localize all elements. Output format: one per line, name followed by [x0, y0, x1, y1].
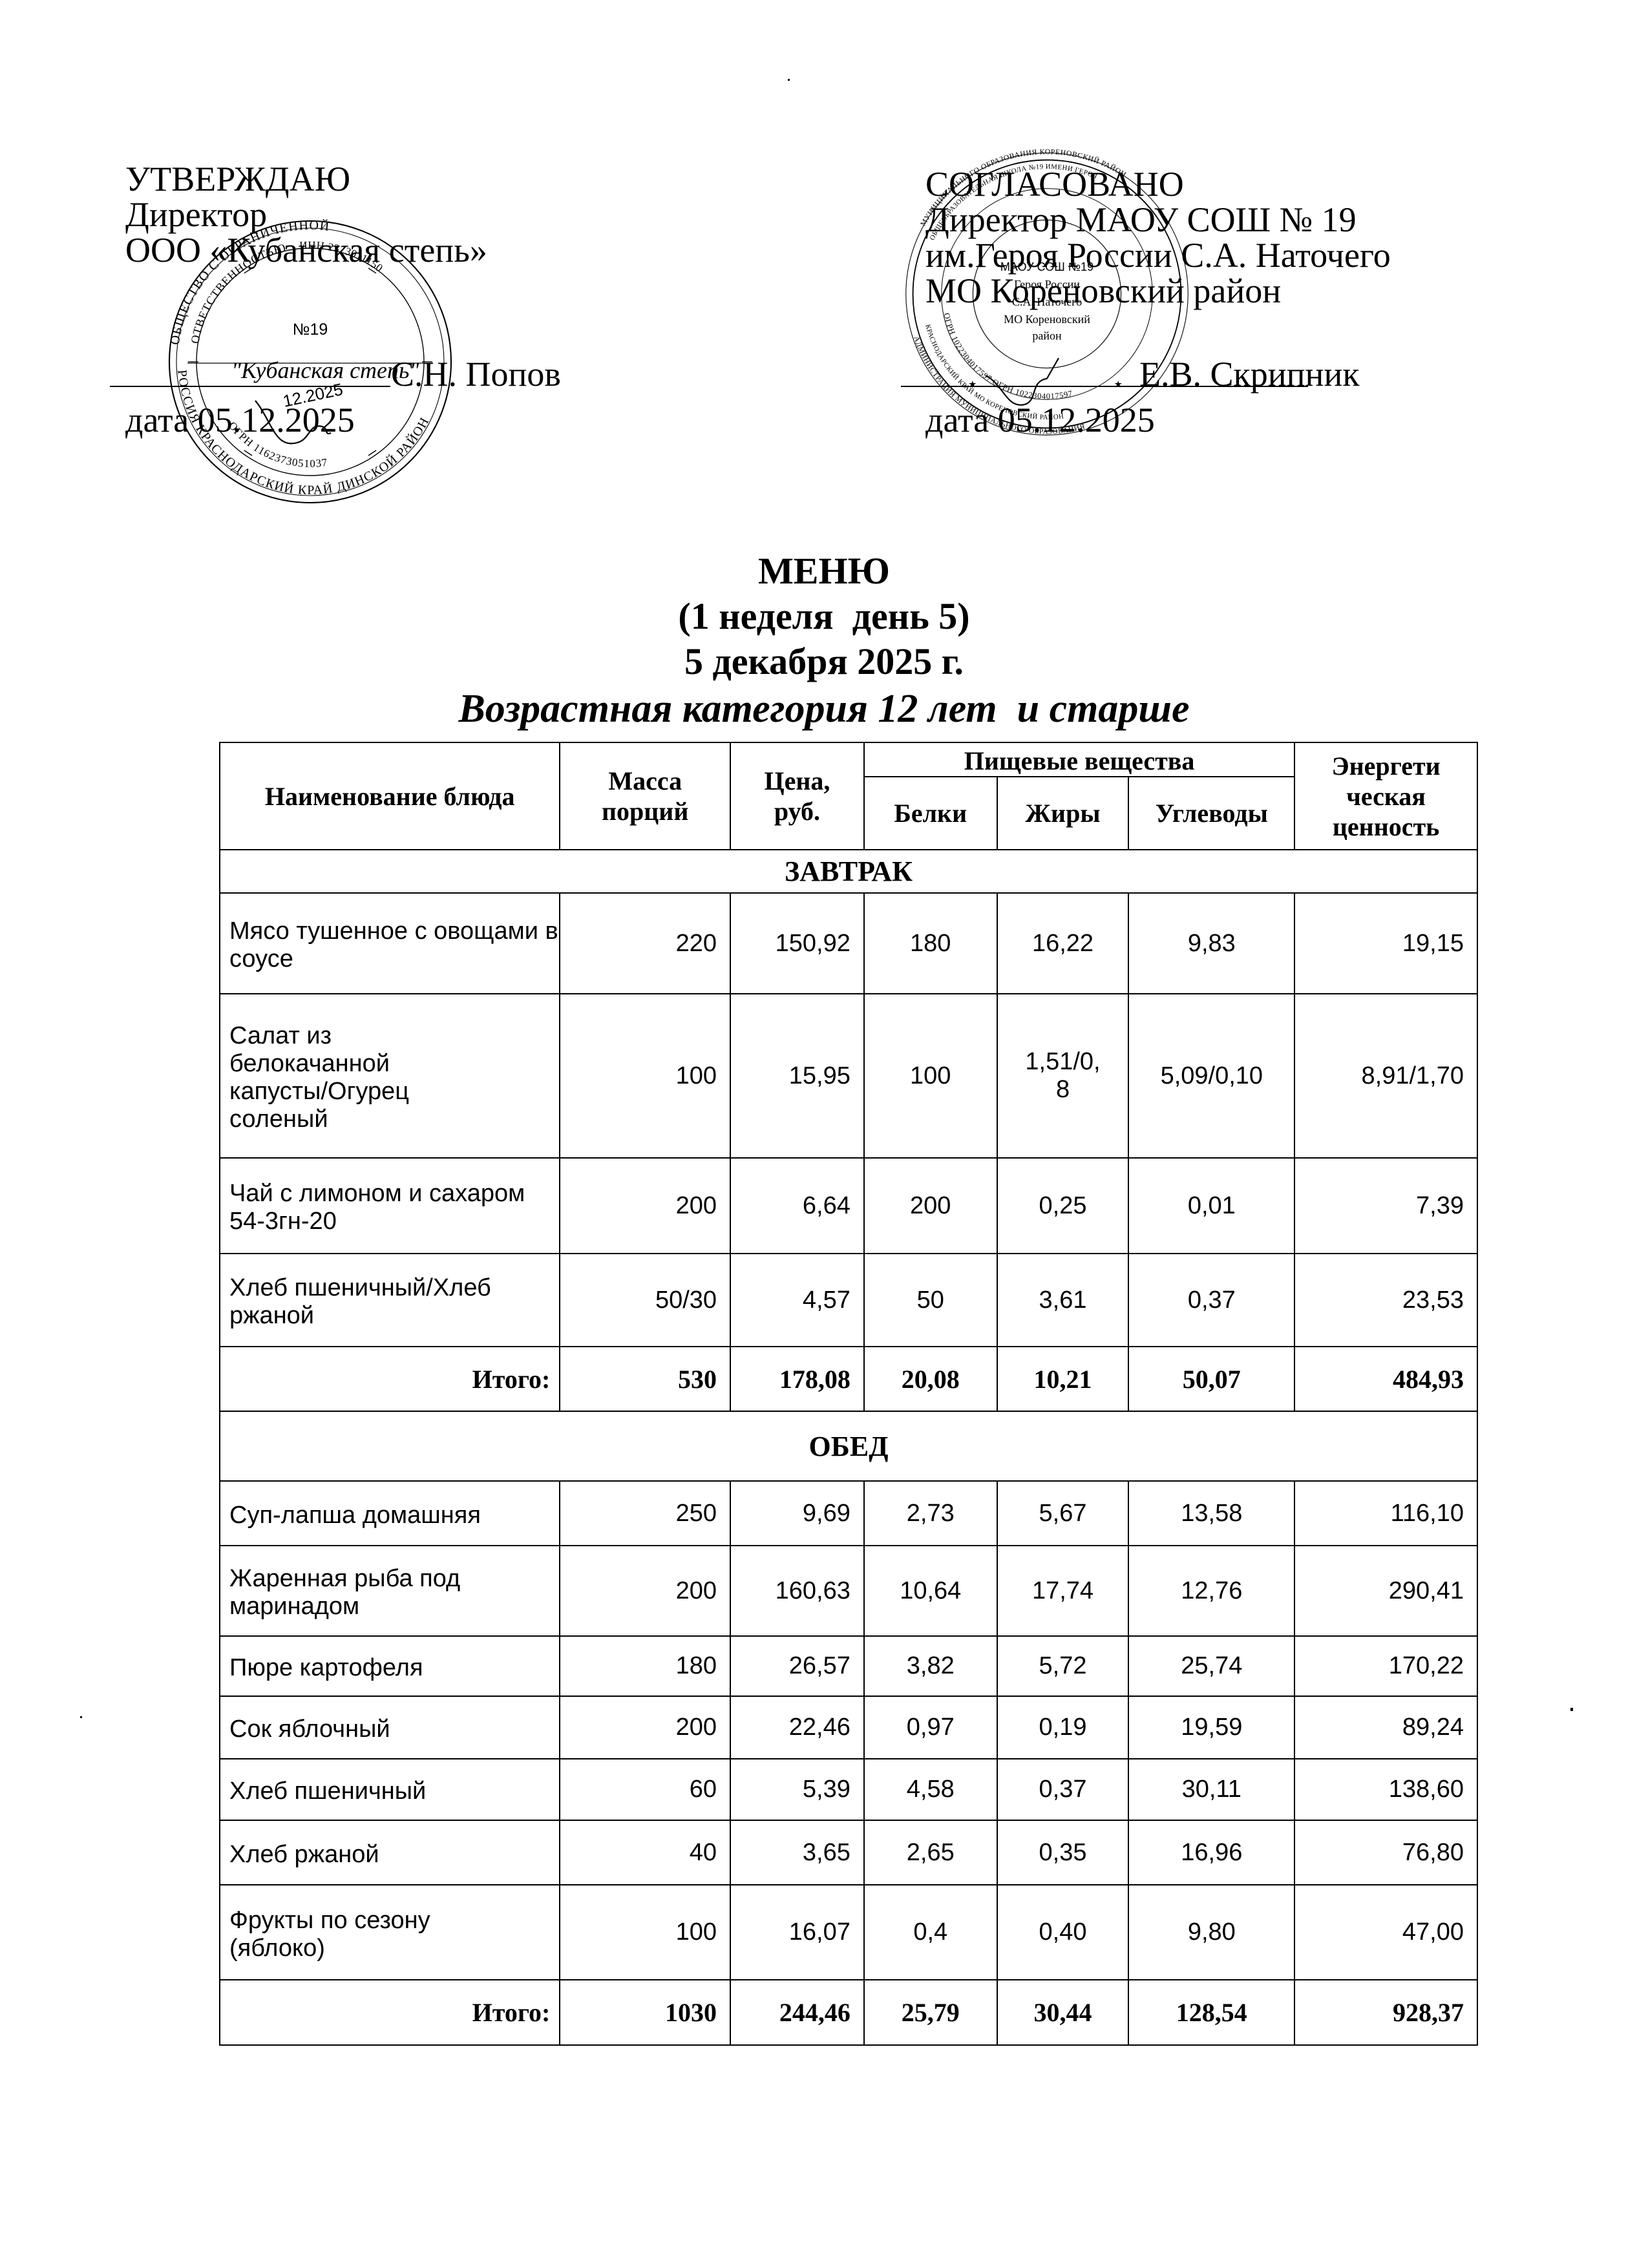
svg-text:район: район — [1032, 329, 1062, 342]
svg-text:★: ★ — [968, 379, 977, 390]
svg-text:ИНН 2373011150: ИНН 2373011150 — [299, 239, 385, 275]
svg-text:Героя России: Героя России — [1014, 278, 1080, 291]
svg-text:№19: №19 — [293, 320, 328, 339]
svg-text:ОТВЕТСТВЕННОСТЬЮ: ОТВЕТСТВЕННОСТЬЮ — [188, 241, 288, 344]
svg-text:12.2025: 12.2025 — [281, 379, 344, 411]
svg-text:МО Кореновский: МО Кореновский — [1004, 313, 1090, 326]
svg-text:"Кубанская степь": "Кубанская степь" — [231, 357, 419, 383]
svg-text:МАОУ СОШ №19: МАОУ СОШ №19 — [1000, 260, 1093, 273]
svg-text:С.А. Наточего: С.А. Наточего — [1012, 295, 1082, 308]
svg-text:ОБЩЕОБРАЗОВАТЕЛЬНАЯ ШКОЛА №19: ОБЩЕОБРАЗОВАТЕЛЬНАЯ ШКОЛА №19 ИМЕНИ ГЕРО… — [928, 163, 1098, 242]
svg-text:★: ★ — [1114, 379, 1123, 390]
